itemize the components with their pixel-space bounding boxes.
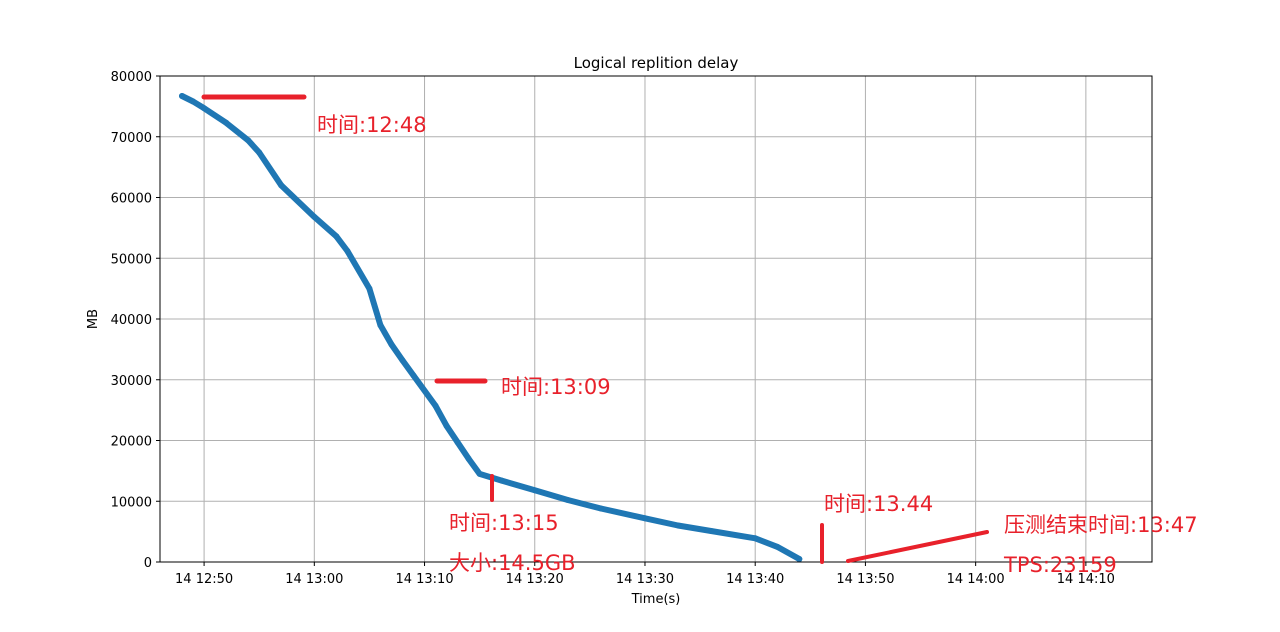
annotation-time-1309: 时间:13:09: [501, 375, 611, 399]
y-tick-label: 0: [144, 556, 152, 571]
x-tick-label: 14 12:50: [175, 572, 233, 587]
y-axis: 0 10000 20000 30000 40000 50000 60000 70000 8000…: [111, 70, 160, 571]
x-tick-label: 14 13:50: [836, 572, 894, 587]
data-point: [388, 341, 395, 348]
y-tick-label: 10000: [111, 495, 152, 510]
x-tick-label: 14 13:00: [285, 572, 343, 587]
data-point: [223, 119, 230, 126]
annotation-time-1315: 时间:13:15: [449, 511, 559, 535]
data-point: [377, 322, 384, 329]
data-point: [179, 93, 186, 100]
annotations: 时间:12:48 时间:13:09 时间:13:15 大小:14.5GB 时间:…: [201, 94, 1198, 577]
data-point: [597, 505, 604, 512]
data-point: [454, 439, 461, 446]
y-tick-label: 60000: [111, 192, 152, 207]
data-point: [278, 182, 285, 189]
y-tick-label: 40000: [111, 313, 152, 328]
data-point: [201, 105, 208, 112]
data-point: [311, 213, 318, 220]
data-point: [465, 455, 472, 462]
y-axis-label: MB: [86, 309, 101, 329]
y-tick-label: 30000: [111, 374, 152, 389]
data-point: [641, 515, 648, 522]
series-layer: [179, 93, 803, 562]
data-point: [432, 402, 439, 409]
data-point: [752, 535, 759, 542]
x-tick-label: 14 13:20: [506, 572, 564, 587]
data-point: [256, 149, 263, 156]
y-tick-label: 70000: [111, 131, 152, 146]
x-tick-label: 14 13:30: [616, 572, 674, 587]
y-tick-label: 20000: [111, 435, 152, 450]
data-point: [443, 422, 450, 429]
y-tick-label: 50000: [111, 252, 152, 267]
y-tick-label: 80000: [111, 70, 152, 85]
x-axis: 14 12:50 14 13:00 14 13:10 14 13:20 14 13:30…: [175, 562, 1115, 587]
data-point: [531, 487, 538, 494]
data-point: [498, 477, 505, 484]
annotation-time-1344: 时间:13.44: [824, 492, 933, 516]
data-point: [774, 543, 781, 550]
data-point: [333, 233, 340, 240]
x-tick-label: 14 13:40: [726, 572, 784, 587]
annotation-size: 大小:14.5GB: [449, 551, 576, 575]
annotation-tps: TPS:23159: [1003, 553, 1117, 577]
x-tick-label: 14 14:10: [1057, 572, 1115, 587]
data-point: [344, 247, 351, 254]
annotation-marker-end: [846, 530, 989, 563]
x-tick-label: 14 14:00: [947, 572, 1005, 587]
data-point: [366, 285, 373, 292]
x-axis-label: Time(s): [631, 592, 681, 607]
data-point: [564, 497, 571, 504]
x-tick-label: 14 13:10: [395, 572, 453, 587]
data-point: [708, 528, 715, 535]
data-point: [410, 372, 417, 379]
data-point: [476, 470, 483, 477]
chart-title: Logical replition delay: [574, 54, 739, 72]
data-point: [675, 522, 682, 529]
data-point: [796, 555, 803, 562]
grid: [160, 75, 1152, 563]
annotation-time-1248: 时间:12:48: [317, 113, 427, 137]
annotation-end-time: 压测结束时间:13:47: [1004, 513, 1198, 537]
data-point: [245, 137, 252, 144]
data-point: [190, 98, 197, 105]
data-point: [399, 357, 406, 364]
